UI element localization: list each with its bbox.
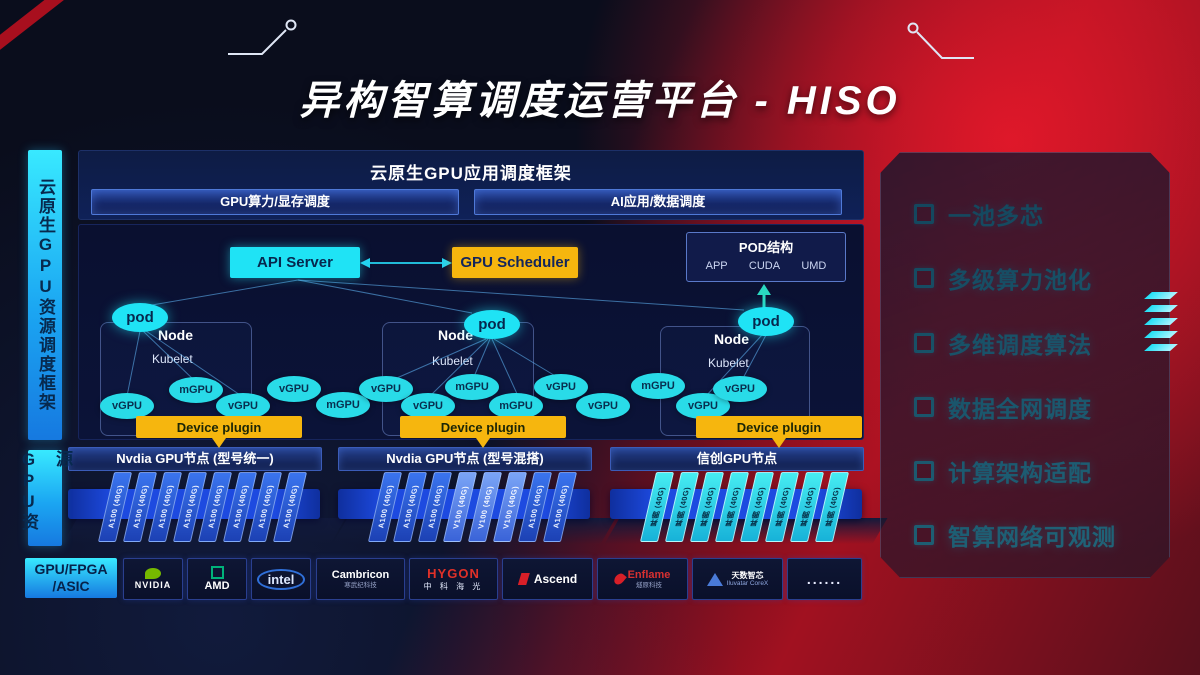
vendor-intel: intel xyxy=(251,558,311,600)
sidebar-gpu-resource-bar: GPU资源 xyxy=(19,450,72,546)
pod-layer-umd: UMD xyxy=(801,260,827,272)
gpu-unit: vGPU xyxy=(267,376,321,402)
gpu-compute-scheduling-bar: GPU算力/显存调度 xyxy=(91,189,459,215)
gpu-unit: mGPU xyxy=(445,374,499,400)
gpu-unit: vGPU xyxy=(534,374,588,400)
ai-data-scheduling-bar: AI应用/数据调度 xyxy=(474,189,842,215)
api-server-box: API Server xyxy=(230,247,360,278)
enflame-logo-icon xyxy=(611,571,627,587)
gpu-unit: vGPU xyxy=(401,393,455,419)
gpu-unit: mGPU xyxy=(316,392,370,418)
iluvatar-logo-icon xyxy=(706,572,723,586)
amd-logo-icon xyxy=(210,566,224,579)
vendor-iluvatar: 天数智芯 Iluvatar CoreX xyxy=(692,558,783,600)
page-title-row: 异构智算调度运营平台 - HISO xyxy=(0,68,1200,126)
down-arrow-icon xyxy=(212,438,226,448)
pod-layer-cuda: CUDA xyxy=(748,260,781,272)
node-1-label: Node xyxy=(158,327,193,343)
gpu-scheduler-box: GPU Scheduler xyxy=(452,247,578,278)
gpu-unit: mGPU xyxy=(169,377,223,403)
pod-ellipse-2: pod xyxy=(464,310,520,339)
circuit-decoration-left xyxy=(228,19,297,55)
down-arrow-icon xyxy=(476,438,490,448)
circuit-decoration-right xyxy=(907,22,974,59)
gpu-unit: mGPU xyxy=(489,393,543,419)
vendor-nvidia: NVIDIA xyxy=(123,558,183,600)
ascend-logo-icon xyxy=(517,573,530,585)
vendor-ascend: Ascend xyxy=(502,558,593,600)
pod-ellipse-1: pod xyxy=(112,303,168,332)
chip-types-box: GPU/FPGA /ASIC xyxy=(25,558,117,598)
down-arrow-icon xyxy=(772,438,786,448)
gpu-unit: mGPU xyxy=(631,373,685,399)
gpu-unit: vGPU xyxy=(576,393,630,419)
gpu-unit: vGPU xyxy=(713,376,767,402)
vendor-more: ...... xyxy=(787,558,862,600)
gpu-unit: vGPU xyxy=(100,393,154,419)
vendor-cambricon: Cambricon 寒武纪科技 xyxy=(316,558,405,600)
device-plugin-2: Device plugin xyxy=(400,416,566,438)
sidebar-framework-label: 云原生GPU资源调度框架 xyxy=(36,178,55,412)
pod-layer-app: APP xyxy=(705,260,728,272)
node-3-label: Node xyxy=(714,331,749,347)
device-plugin-1: Device plugin xyxy=(136,416,302,438)
kubelet-1-label: Kubelet xyxy=(152,352,193,366)
app-framework-title: 云原生GPU应用调度框架 xyxy=(370,164,572,183)
sidebar-gpu-resource-label: GPU资源 xyxy=(19,450,72,532)
gpu-group-1-header: Nvdia GPU节点 (型号统一) xyxy=(68,447,322,471)
page-title: 异构智算调度运营平台 - HISO xyxy=(299,79,901,123)
pod-structure-box: POD结构 APP CUDA UMD xyxy=(686,232,846,282)
pod-structure-title: POD结构 xyxy=(738,240,794,255)
sidebar-framework-bar: 云原生GPU资源调度框架 xyxy=(28,150,62,440)
device-plugin-3: Device plugin xyxy=(696,416,862,438)
hazard-slashes-icon xyxy=(1144,292,1178,357)
vendor-row: GPU/FPGA /ASIC NVIDIA AMD intel Cambrico… xyxy=(0,558,880,600)
vendor-amd: AMD xyxy=(187,558,247,600)
kubelet-2-label: Kubelet xyxy=(432,354,473,368)
intel-logo-icon: intel xyxy=(256,568,306,590)
features-panel xyxy=(880,152,1170,578)
nvidia-logo-icon xyxy=(145,568,161,579)
app-framework-panel: 云原生GPU应用调度框架 GPU算力/显存调度 AI应用/数据调度 xyxy=(78,150,864,220)
pod-ellipse-3: pod xyxy=(738,307,794,336)
vendor-enflame: Enflame 燧原科技 xyxy=(597,558,688,600)
gpu-group-2-header: Nvdia GPU节点 (型号混搭) xyxy=(338,447,592,471)
vendor-hygon: HYGON 中 科 海 光 xyxy=(409,558,498,600)
kubelet-3-label: Kubelet xyxy=(708,356,749,370)
gpu-group-3-header: 信创GPU节点 xyxy=(610,447,864,471)
